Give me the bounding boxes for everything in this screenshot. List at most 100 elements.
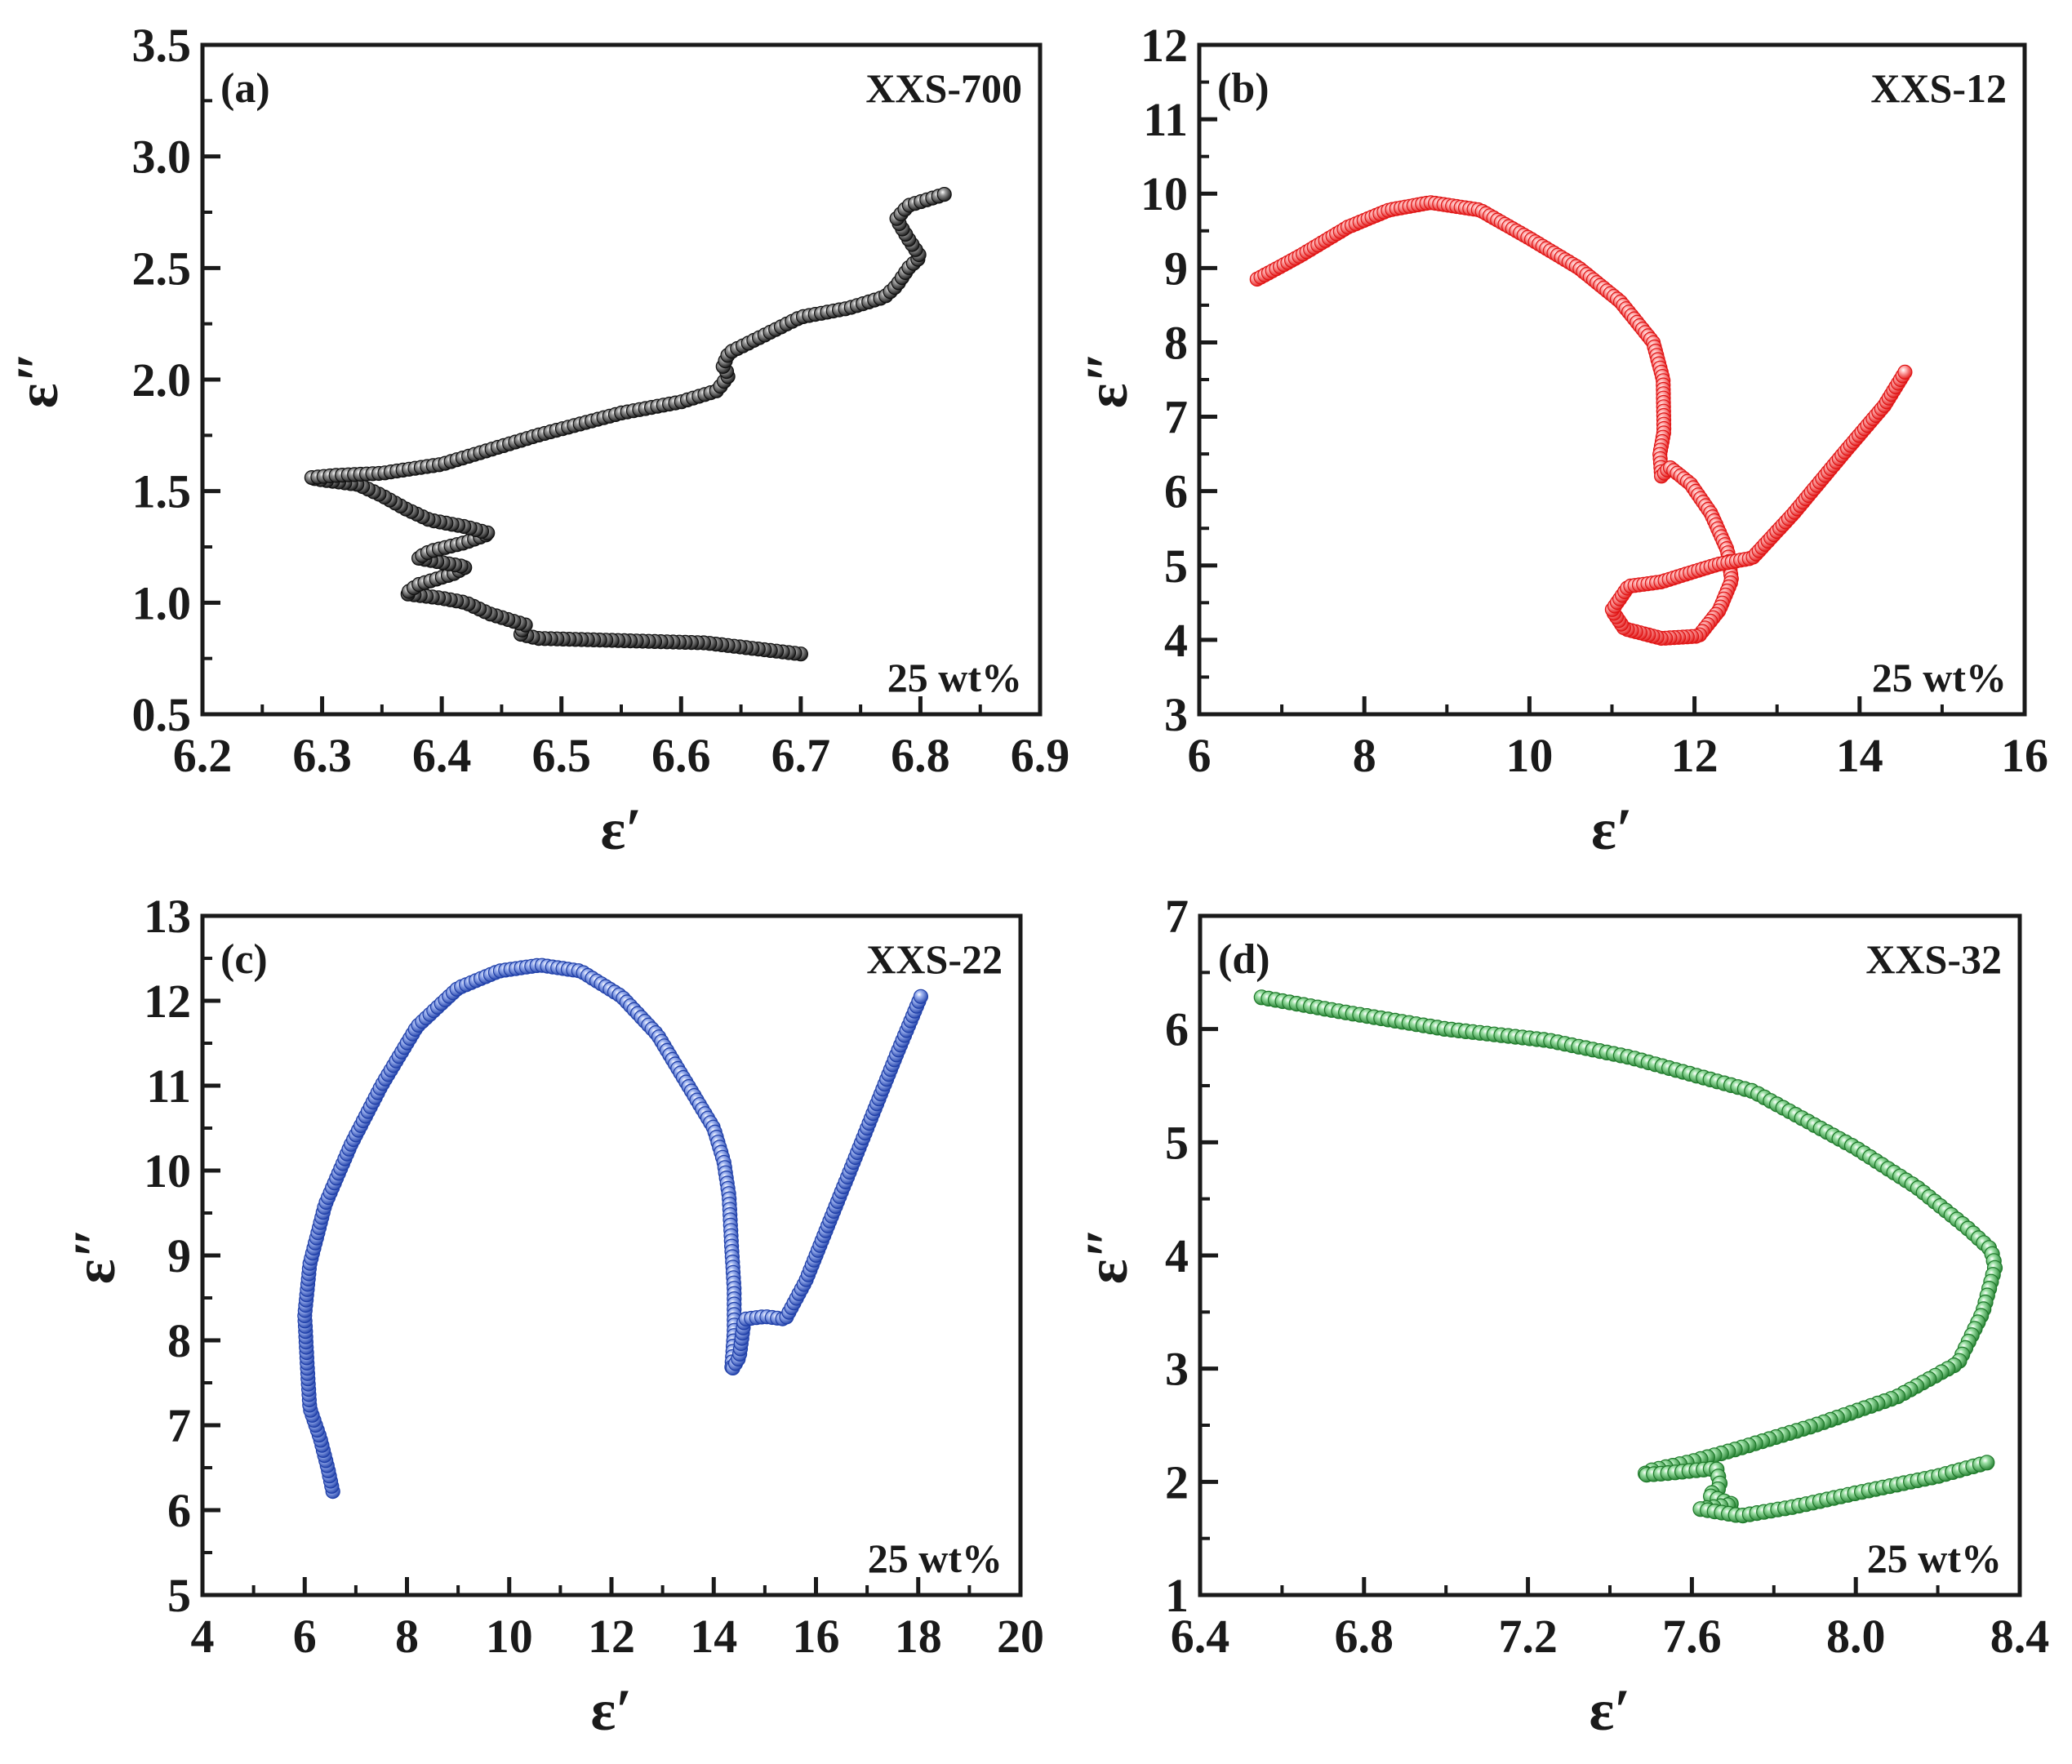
x-tick-label-d-1: 6.8 <box>1335 1610 1394 1663</box>
plot-frame-a <box>200 42 1043 717</box>
sample-label-b: XXS-12 <box>1870 65 2007 111</box>
y-tick-label-d-3: 4 <box>1165 1229 1189 1282</box>
panel-label-d: (d) <box>1218 936 1270 983</box>
y-tick-label-b-6: 9 <box>1164 242 1188 295</box>
x-tick-label-b-2: 10 <box>1505 729 1553 782</box>
x-tick-label-c-4: 12 <box>588 1610 635 1663</box>
plot-frame-d <box>1198 913 2022 1597</box>
y-tick-label-d-1: 2 <box>1165 1455 1189 1509</box>
concentration-label-a: 25 wt% <box>887 655 1022 700</box>
x-axis-b: 6 8 10 12 14 16 <box>1188 696 2048 782</box>
y-tick-label-b-2: 5 <box>1164 540 1188 593</box>
panel-c: 4 6 8 10 12 14 16 18 20 5 6 7 8 9 10 11 12 13 (c) XXS-22… <box>62 890 1044 1743</box>
y-tick-label-c-3: 8 <box>167 1314 191 1367</box>
x-tick-label-d-0: 6.4 <box>1171 1610 1230 1663</box>
y-tick-label-d-5: 6 <box>1165 1003 1189 1056</box>
concentration-label-c: 25 wt% <box>868 1535 1003 1581</box>
x-tick-label-d-2: 7.2 <box>1498 1610 1558 1663</box>
x-tick-label-a-2: 6.4 <box>412 729 472 782</box>
y-axis-label-b: ε″ <box>1074 351 1140 409</box>
y-axis-b: 3 4 5 6 7 8 9 10 11 12 <box>1140 19 1217 741</box>
data-point-b-299 <box>1897 364 1913 380</box>
x-tick-label-a-6: 6.8 <box>891 729 950 782</box>
panel-label-a: (a) <box>220 65 270 112</box>
x-axis-label-b: ε′ <box>1591 797 1633 862</box>
y-tick-label-b-0: 3 <box>1164 688 1188 741</box>
y-axis-a: 0.5 1.0 1.5 2.0 2.5 3.0 3.5 <box>132 19 220 741</box>
x-tick-label-a-0: 6.2 <box>173 729 233 782</box>
y-tick-label-c-8: 13 <box>144 890 191 943</box>
data-points-d <box>1253 989 2003 1524</box>
y-axis-d: 1 2 3 4 5 6 7 <box>1165 890 1218 1622</box>
x-tick-label-b-1: 8 <box>1353 729 1376 782</box>
y-tick-label-b-3: 6 <box>1164 465 1188 518</box>
x-tick-label-d-3: 7.6 <box>1662 1610 1722 1663</box>
y-tick-label-b-1: 4 <box>1164 614 1188 667</box>
y-tick-label-d-4: 5 <box>1165 1116 1189 1169</box>
panel-label-b: (b) <box>1217 65 1269 112</box>
y-tick-label-b-7: 10 <box>1140 167 1188 220</box>
y-tick-label-a-3: 2.0 <box>132 353 192 407</box>
x-tick-label-c-7: 18 <box>895 1610 942 1663</box>
x-axis-c: 4 6 8 10 12 14 16 18 20 <box>191 1577 1044 1663</box>
y-axis-label-d: ε″ <box>1074 1227 1140 1285</box>
x-axis-label-d: ε′ <box>1589 1677 1630 1743</box>
y-tick-label-b-5: 8 <box>1164 316 1188 369</box>
panel-label-c: (c) <box>220 936 268 983</box>
y-tick-label-b-8: 11 <box>1143 93 1188 146</box>
x-tick-label-c-0: 4 <box>191 1610 215 1663</box>
y-axis-label-c: ε″ <box>62 1227 127 1285</box>
x-axis-label-c: ε′ <box>590 1677 632 1743</box>
x-tick-label-c-3: 10 <box>486 1610 533 1663</box>
data-point-d-239 <box>1979 1455 1995 1471</box>
y-tick-label-c-6: 11 <box>146 1060 191 1113</box>
y-tick-label-c-2: 7 <box>167 1399 191 1452</box>
y-tick-label-a-5: 3.0 <box>132 131 192 184</box>
y-tick-label-d-2: 3 <box>1165 1343 1189 1396</box>
x-tick-label-a-5: 6.7 <box>771 729 831 782</box>
x-tick-label-d-4: 8.0 <box>1826 1610 1886 1663</box>
x-tick-label-a-3: 6.5 <box>531 729 591 782</box>
sample-label-d: XXS-32 <box>1865 936 2002 982</box>
x-tick-label-d-5: 8.4 <box>1990 1610 2050 1663</box>
x-tick-label-b-3: 12 <box>1671 729 1719 782</box>
x-tick-label-b-0: 6 <box>1188 729 1212 782</box>
panel-a: 6.2 6.3 6.4 6.5 6.6 6.7 6.8 6.9 0.5 1.0 1.5 2.0 2.5… <box>5 19 1069 862</box>
y-tick-label-a-6: 3.5 <box>132 19 192 72</box>
y-tick-label-b-9: 12 <box>1140 19 1188 72</box>
y-tick-label-c-1: 6 <box>167 1484 191 1537</box>
data-point-c-299 <box>913 989 929 1004</box>
x-axis-a: 6.2 6.3 6.4 6.5 6.6 6.7 6.8 6.9 <box>173 696 1069 782</box>
panel-b: 6 8 10 12 14 16 3 4 5 6 7 8 9 10 11 12 (b) XXS-12 25 w… <box>1074 19 2048 862</box>
y-tick-label-c-5: 10 <box>144 1144 191 1197</box>
y-tick-label-d-6: 7 <box>1165 890 1189 943</box>
x-tick-label-c-8: 20 <box>997 1610 1044 1663</box>
y-axis-c: 5 6 7 8 9 10 11 12 13 <box>144 890 220 1622</box>
y-tick-label-b-4: 7 <box>1164 391 1188 444</box>
y-tick-label-a-1: 1.0 <box>132 576 192 629</box>
y-tick-label-a-0: 0.5 <box>132 688 192 741</box>
y-tick-label-a-4: 2.5 <box>132 242 192 295</box>
plot-frame-c <box>200 913 1023 1597</box>
x-tick-label-b-4: 14 <box>1836 729 1883 782</box>
concentration-label-d: 25 wt% <box>1867 1535 2002 1581</box>
x-axis-label-a: ε′ <box>600 797 642 862</box>
data-points-b <box>1249 195 1913 647</box>
x-tick-label-b-5: 16 <box>2001 729 2048 782</box>
data-points-a <box>304 187 952 662</box>
x-tick-label-c-1: 6 <box>293 1610 317 1663</box>
x-tick-label-c-5: 14 <box>690 1610 737 1663</box>
y-tick-label-c-4: 9 <box>167 1229 191 1282</box>
sample-label-c: XXS-22 <box>866 936 1003 982</box>
x-axis-d: 6.4 6.8 7.2 7.6 8.0 8.4 <box>1171 1577 2050 1663</box>
data-points-c <box>297 958 929 1500</box>
sample-label-a: XXS-700 <box>865 65 1022 111</box>
x-tick-label-c-2: 8 <box>395 1610 419 1663</box>
y-tick-label-a-2: 1.5 <box>132 465 192 518</box>
y-tick-label-c-7: 12 <box>144 975 191 1028</box>
x-tick-label-a-4: 6.6 <box>651 729 711 782</box>
panel-d: 6.4 6.8 7.2 7.6 8.0 8.4 1 2 3 4 5 6 7 (d) XXS-32 25… <box>1074 890 2049 1743</box>
y-tick-label-c-0: 5 <box>167 1569 191 1622</box>
x-tick-label-a-1: 6.3 <box>292 729 352 782</box>
